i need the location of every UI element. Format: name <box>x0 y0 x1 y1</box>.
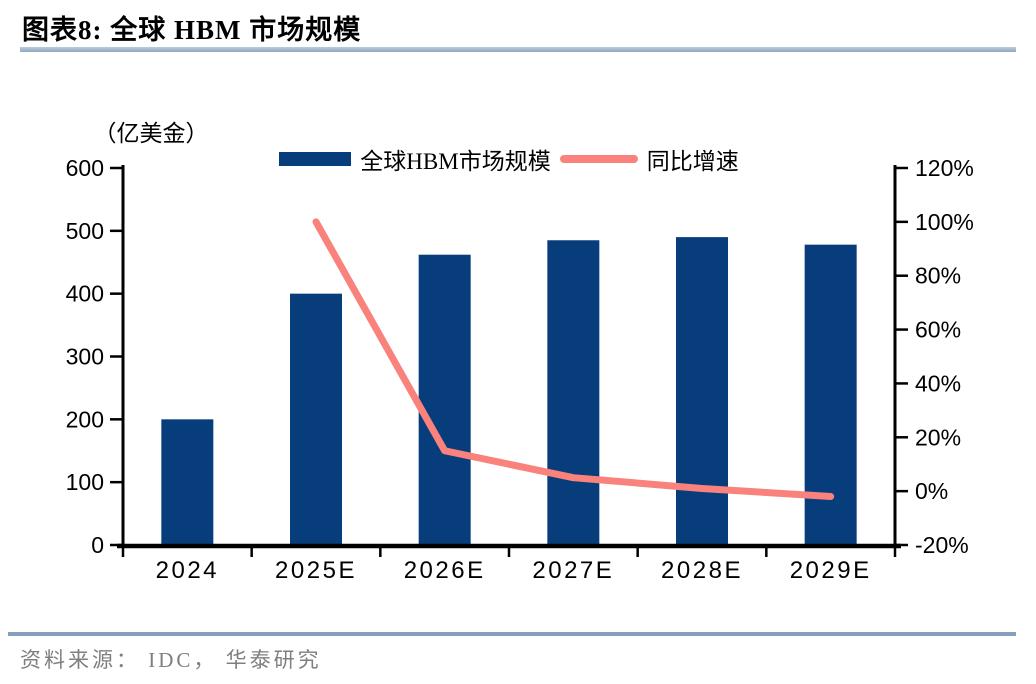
figure-title: 图表8: 全球 HBM 市场规模 <box>22 15 362 45</box>
growth-line <box>312 218 835 501</box>
left-axis-tick-label: 200 <box>66 406 104 432</box>
left-axis-tick-label: 0 <box>91 532 104 558</box>
left-axis-tick-label: 100 <box>66 469 104 495</box>
x-axis-label: 2029E <box>790 557 872 584</box>
x-axis-label: 2024 <box>156 557 219 584</box>
legend-bar-swatch <box>279 152 352 166</box>
bar-2028E <box>676 237 728 545</box>
legend-bar-label: 全球HBM市场规模 <box>360 149 551 174</box>
x-axis-label: 2026E <box>404 557 486 584</box>
legend-line-swatch <box>559 155 638 163</box>
right-axis-tick-label: 60% <box>915 317 961 343</box>
right-axis-tick-label: 120% <box>915 155 974 181</box>
x-axis-label: 2025E <box>275 557 357 584</box>
chart-legend: 全球HBM市场规模 同比增速 <box>122 144 896 174</box>
plot-area: 0 100 200 300 400 500 600 -20% 0% 20% 40% 60% 80% 100… <box>66 155 974 584</box>
bar-2025E <box>290 293 342 545</box>
left-axis-tick-label: 400 <box>66 281 104 307</box>
bar-2027E <box>547 240 600 545</box>
right-axis-tick-label: -20% <box>915 532 969 558</box>
left-axis-tick-label: 300 <box>66 344 104 370</box>
title-underline <box>20 47 1016 52</box>
footer-rule <box>8 632 1016 636</box>
bar-2026E <box>418 254 471 545</box>
right-axis-tick-label: 80% <box>915 263 961 289</box>
left-axis-tick-label: 500 <box>66 218 104 244</box>
bar-2024 <box>161 419 214 545</box>
left-axis-tick-label: 600 <box>66 155 104 181</box>
left-axis-unit-label: （亿美金） <box>93 121 209 146</box>
right-axis-tick-label: 40% <box>915 370 961 396</box>
x-axis-label: 2027E <box>532 557 614 584</box>
legend-line-label: 同比增速 <box>646 149 739 174</box>
right-axis-tick-label: 20% <box>915 424 961 450</box>
right-axis-tick-label: 100% <box>915 209 974 235</box>
right-axis-tick-label: 0% <box>915 478 948 504</box>
source-note: 资料来源： IDC， 华泰研究 <box>20 648 322 672</box>
x-axis-label: 2028E <box>661 557 743 584</box>
